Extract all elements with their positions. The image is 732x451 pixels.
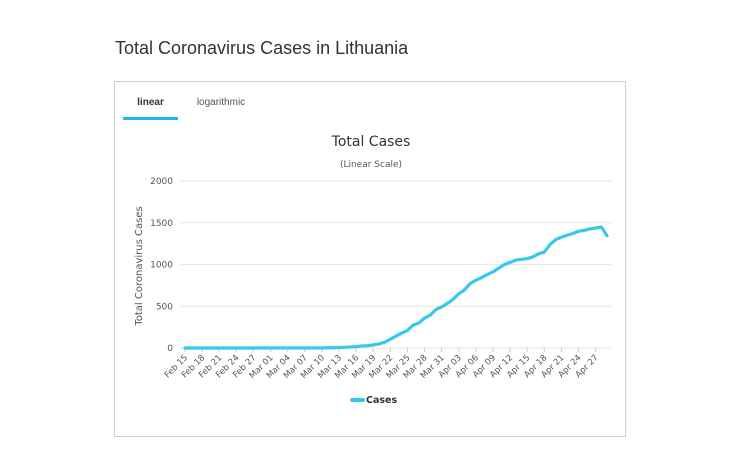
data-point-cases[interactable] <box>241 347 244 349</box>
y-tick-label: 1000 <box>150 261 173 271</box>
data-point-cases[interactable] <box>389 338 392 341</box>
data-point-cases[interactable] <box>184 347 186 349</box>
data-point-cases[interactable] <box>201 347 204 349</box>
data-point-cases[interactable] <box>303 346 306 349</box>
data-point-cases[interactable] <box>252 347 255 349</box>
data-point-cases[interactable] <box>383 341 386 344</box>
data-point-cases[interactable] <box>531 255 534 258</box>
data-point-cases[interactable] <box>548 243 551 246</box>
data-point-cases[interactable] <box>377 342 380 345</box>
tab-logarithmic[interactable]: logarithmic <box>196 97 246 108</box>
data-point-cases[interactable] <box>229 347 232 349</box>
data-point-cases[interactable] <box>452 298 455 301</box>
data-point-cases[interactable] <box>298 346 301 349</box>
series-layer <box>183 225 609 350</box>
data-point-cases[interactable] <box>189 347 192 349</box>
tab-linear[interactable]: linear <box>123 94 178 120</box>
data-point-cases[interactable] <box>583 229 586 232</box>
data-point-cases[interactable] <box>269 346 272 349</box>
data-point-cases[interactable] <box>337 346 340 349</box>
chart-subtitle: (Linear Scale) <box>340 160 402 170</box>
data-point-cases[interactable] <box>412 324 415 327</box>
data-point-cases[interactable] <box>526 257 529 260</box>
data-point-cases[interactable] <box>263 346 266 349</box>
data-point-cases[interactable] <box>195 347 198 349</box>
data-point-cases[interactable] <box>469 282 472 285</box>
page-title: Total Coronavirus Cases in Lithuania <box>115 38 409 58</box>
total-cases-chart: Total Cases (Linear Scale) Total Coronav… <box>134 134 611 406</box>
data-point-cases[interactable] <box>360 344 363 347</box>
y-tick-label: 2000 <box>150 177 173 187</box>
data-point-cases[interactable] <box>423 317 426 320</box>
data-point-cases[interactable] <box>235 347 238 349</box>
y-tick-label: 1500 <box>150 219 173 229</box>
data-point-cases[interactable] <box>571 232 574 235</box>
data-point-cases[interactable] <box>246 347 249 349</box>
data-point-cases[interactable] <box>514 259 517 262</box>
data-point-cases[interactable] <box>292 346 295 349</box>
data-point-cases[interactable] <box>554 238 557 241</box>
data-point-cases[interactable] <box>474 279 477 282</box>
data-point-cases[interactable] <box>594 226 597 229</box>
y-axis-ticks: 0 500 1000 1500 2000 <box>150 177 173 354</box>
data-point-cases[interactable] <box>463 288 466 291</box>
data-point-cases[interactable] <box>486 273 489 276</box>
data-point-cases[interactable] <box>332 346 335 349</box>
data-point-cases[interactable] <box>577 230 580 233</box>
data-point-cases[interactable] <box>223 347 226 349</box>
data-point-cases[interactable] <box>400 332 403 335</box>
data-point-cases[interactable] <box>566 234 569 237</box>
data-point-cases[interactable] <box>606 234 608 237</box>
data-point-cases[interactable] <box>349 346 352 348</box>
data-point-cases[interactable] <box>600 226 603 229</box>
y-tick-label: 0 <box>167 344 173 354</box>
y-tick-label: 500 <box>156 302 173 312</box>
data-point-cases[interactable] <box>480 276 483 279</box>
data-point-cases[interactable] <box>280 346 283 349</box>
data-point-cases[interactable] <box>497 267 500 270</box>
data-point-cases[interactable] <box>457 292 460 295</box>
data-point-cases[interactable] <box>218 347 221 349</box>
data-point-cases[interactable] <box>212 347 215 349</box>
data-point-cases[interactable] <box>588 227 591 230</box>
data-point-cases[interactable] <box>366 344 369 347</box>
legend[interactable]: Cases <box>350 395 397 406</box>
y-axis-label: Total Coronavirus Cases <box>134 206 145 326</box>
data-point-cases[interactable] <box>520 258 523 261</box>
data-point-cases[interactable] <box>320 346 323 349</box>
legend-label-cases: Cases <box>366 395 397 406</box>
data-point-cases[interactable] <box>440 306 443 308</box>
data-point-cases[interactable] <box>429 314 432 317</box>
data-point-cases[interactable] <box>355 345 358 348</box>
data-point-cases[interactable] <box>343 346 346 349</box>
data-point-cases[interactable] <box>434 308 437 311</box>
data-point-cases[interactable] <box>503 263 506 266</box>
chart-title: Total Cases <box>331 134 411 150</box>
data-point-cases[interactable] <box>406 329 409 332</box>
data-point-cases[interactable] <box>326 346 329 349</box>
data-point-cases[interactable] <box>309 346 312 349</box>
data-point-cases[interactable] <box>509 261 512 264</box>
series-line-cases[interactable] <box>183 225 609 350</box>
data-point-cases[interactable] <box>395 335 397 338</box>
data-point-cases[interactable] <box>543 251 546 254</box>
data-point-cases[interactable] <box>258 346 261 349</box>
chart-panel: linear logarithmic Total Cases (Linear S… <box>114 81 626 437</box>
data-point-cases[interactable] <box>491 270 494 273</box>
data-point-cases[interactable] <box>560 236 563 239</box>
data-point-cases[interactable] <box>206 347 209 349</box>
data-point-cases[interactable] <box>417 322 420 325</box>
data-point-cases[interactable] <box>315 346 318 349</box>
data-point-cases[interactable] <box>372 343 375 346</box>
data-point-cases[interactable] <box>446 302 449 305</box>
data-point-cases[interactable] <box>537 252 540 255</box>
data-point-cases[interactable] <box>275 346 278 349</box>
data-point-cases[interactable] <box>286 346 289 349</box>
grid-lines <box>181 180 611 349</box>
